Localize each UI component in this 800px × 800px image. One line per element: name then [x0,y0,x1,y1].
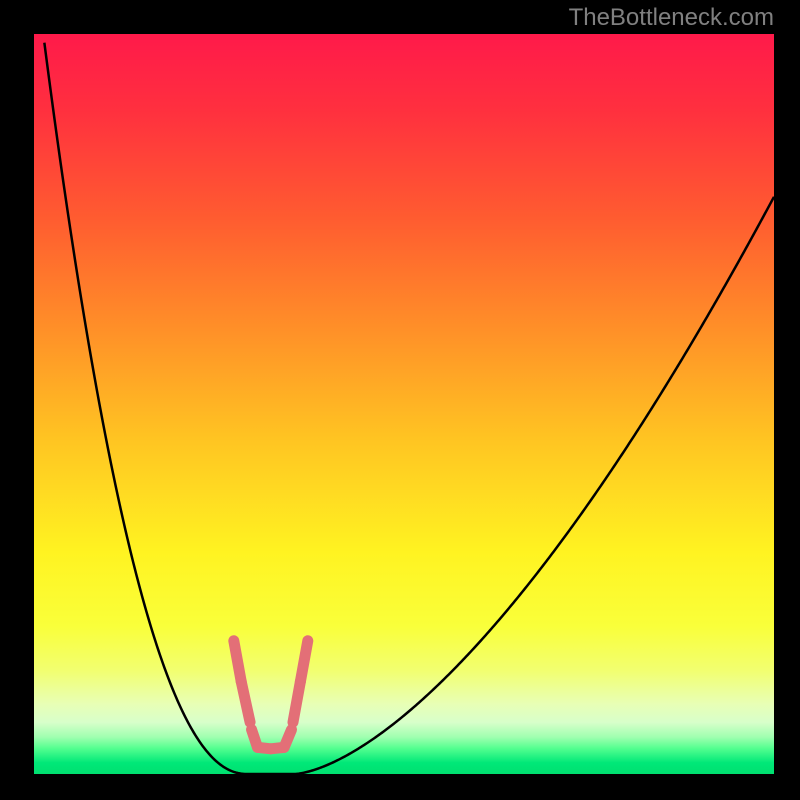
plot-background [34,34,774,774]
vertex-marker [284,730,291,748]
watermark-text: TheBottleneck.com [569,4,774,32]
plot-svg [34,34,774,774]
vertex-marker [293,682,300,723]
plot-area [34,34,774,774]
vertex-marker [234,641,241,682]
chart-frame: TheBottleneck.com [0,0,800,800]
vertex-marker [300,641,307,682]
